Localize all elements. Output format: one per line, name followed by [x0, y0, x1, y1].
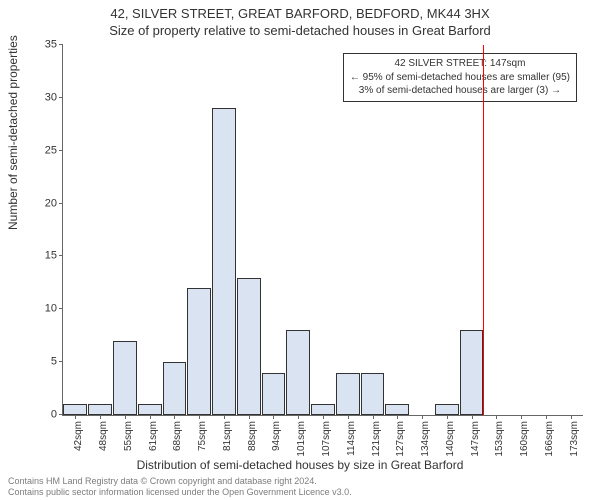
y-tick-label: 0: [27, 410, 63, 421]
x-tick-label: 107sqm: [319, 421, 332, 457]
x-tick-label: 42sqm: [71, 421, 84, 451]
x-tick-mark: [125, 415, 126, 419]
x-tick-mark: [496, 415, 497, 419]
x-tick-label: 94sqm: [269, 421, 282, 451]
x-tick-label: 121sqm: [369, 421, 382, 457]
histogram-bar: [336, 373, 360, 415]
y-tick-label: 20: [27, 198, 63, 209]
x-tick-label: 147sqm: [468, 421, 481, 457]
annotation-line1: 42 SILVER STREET: 147sqm: [350, 57, 570, 71]
x-tick-mark: [75, 415, 76, 419]
histogram-bar: [311, 404, 335, 415]
x-tick-mark: [521, 415, 522, 419]
y-tick-mark: [59, 44, 63, 45]
x-tick-mark: [199, 415, 200, 419]
x-tick-label: 61sqm: [146, 421, 159, 451]
y-tick-mark: [59, 361, 63, 362]
histogram-bar: [237, 278, 261, 415]
y-tick-label: 35: [27, 40, 63, 51]
x-tick-mark: [571, 415, 572, 419]
x-tick-mark: [447, 415, 448, 419]
histogram-bar: [460, 330, 484, 415]
plot-area: 42 SILVER STREET: 147sqm ← 95% of semi-d…: [62, 45, 583, 416]
y-tick-mark: [59, 150, 63, 151]
histogram-bar: [385, 404, 409, 415]
annotation-line3: 3% of semi-detached houses are larger (3…: [350, 84, 570, 98]
histogram-bar: [262, 373, 286, 415]
attribution-line1: Contains HM Land Registry data © Crown c…: [8, 476, 352, 487]
x-tick-label: 55sqm: [121, 421, 134, 451]
x-tick-label: 127sqm: [393, 421, 406, 457]
y-tick-mark: [59, 308, 63, 309]
x-axis-label: Distribution of semi-detached houses by …: [0, 458, 600, 472]
x-tick-mark: [174, 415, 175, 419]
y-tick-mark: [59, 414, 63, 415]
x-tick-label: 88sqm: [245, 421, 258, 451]
histogram-bar: [212, 108, 236, 415]
x-tick-label: 134sqm: [418, 421, 431, 457]
annotation-line2: ← 95% of semi-detached houses are smalle…: [350, 71, 570, 85]
x-tick-label: 140sqm: [443, 421, 456, 457]
histogram-bar: [88, 404, 112, 415]
x-tick-mark: [472, 415, 473, 419]
y-tick-label: 25: [27, 145, 63, 156]
x-tick-label: 101sqm: [294, 421, 307, 457]
x-tick-mark: [298, 415, 299, 419]
annotation-box: 42 SILVER STREET: 147sqm ← 95% of semi-d…: [343, 53, 577, 102]
x-tick-mark: [546, 415, 547, 419]
y-tick-mark: [59, 255, 63, 256]
x-tick-label: 75sqm: [195, 421, 208, 451]
chart-title-sub: Size of property relative to semi-detach…: [0, 23, 600, 38]
y-tick-mark: [59, 97, 63, 98]
y-tick-label: 5: [27, 357, 63, 368]
histogram-bar: [435, 404, 459, 415]
x-tick-label: 173sqm: [567, 421, 580, 457]
chart-title-main: 42, SILVER STREET, GREAT BARFORD, BEDFOR…: [0, 6, 600, 21]
y-tick-label: 30: [27, 92, 63, 103]
histogram-bar: [361, 373, 385, 415]
histogram-bar: [286, 330, 310, 415]
x-tick-label: 48sqm: [96, 421, 109, 451]
x-tick-mark: [224, 415, 225, 419]
x-tick-label: 68sqm: [170, 421, 183, 451]
x-tick-mark: [323, 415, 324, 419]
x-tick-mark: [348, 415, 349, 419]
x-tick-mark: [150, 415, 151, 419]
attribution: Contains HM Land Registry data © Crown c…: [8, 476, 352, 499]
y-tick-label: 15: [27, 251, 63, 262]
x-tick-label: 166sqm: [542, 421, 555, 457]
attribution-line2: Contains public sector information licen…: [8, 487, 352, 498]
x-tick-mark: [397, 415, 398, 419]
chart-container: 42, SILVER STREET, GREAT BARFORD, BEDFOR…: [0, 0, 600, 500]
y-tick-label: 10: [27, 304, 63, 315]
x-tick-label: 153sqm: [492, 421, 505, 457]
histogram-bar: [113, 341, 137, 415]
histogram-bar: [63, 404, 87, 415]
y-tick-mark: [59, 203, 63, 204]
x-tick-label: 81sqm: [220, 421, 233, 451]
y-axis-label: Number of semi-detached properties: [6, 35, 20, 230]
x-tick-mark: [273, 415, 274, 419]
histogram-bar: [138, 404, 162, 415]
x-tick-mark: [422, 415, 423, 419]
histogram-bar: [187, 288, 211, 415]
x-tick-mark: [373, 415, 374, 419]
reference-line: [483, 45, 484, 415]
x-tick-label: 114sqm: [344, 421, 357, 456]
x-tick-mark: [100, 415, 101, 419]
histogram-bar: [163, 362, 187, 415]
x-tick-mark: [249, 415, 250, 419]
x-tick-label: 160sqm: [517, 421, 530, 457]
